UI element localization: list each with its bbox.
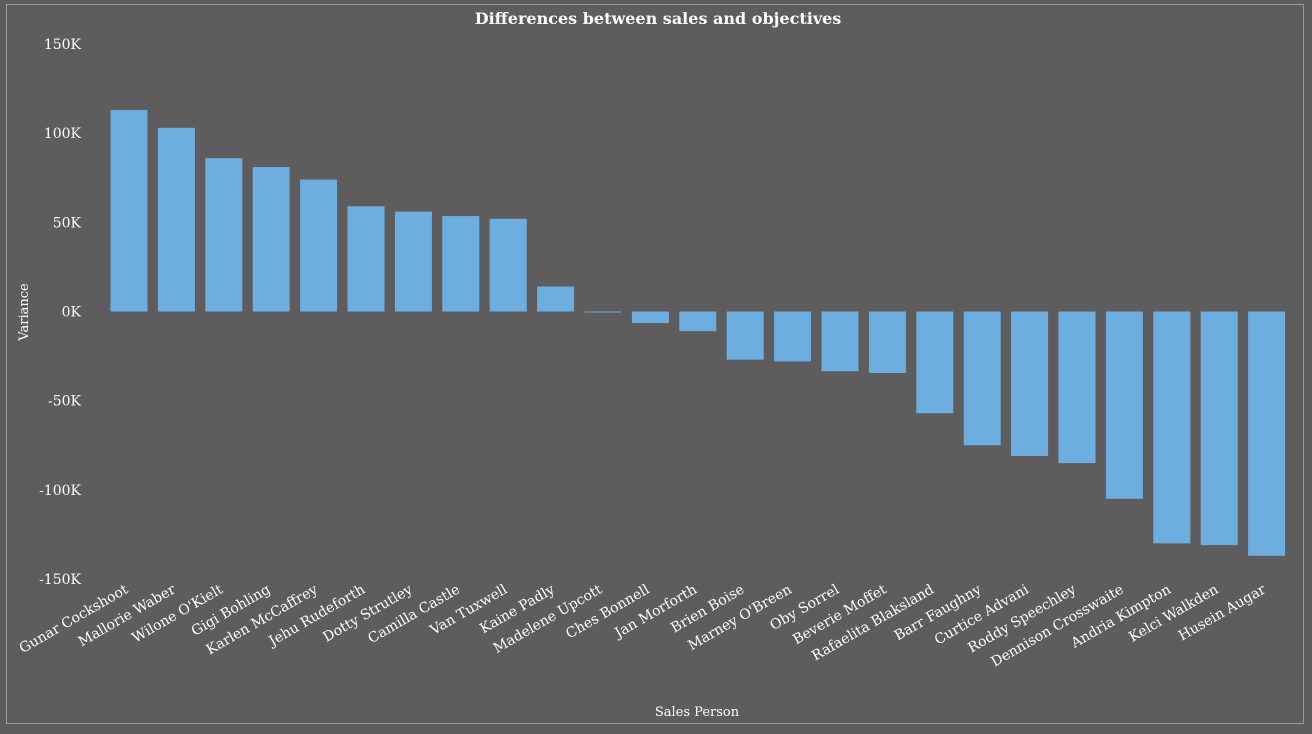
chart-frame: [6, 4, 1304, 724]
y-tick-label: 100K: [44, 126, 82, 142]
bar: [205, 158, 243, 312]
bar: [300, 179, 338, 312]
y-tick-label: 150K: [44, 37, 82, 53]
bar: [774, 311, 812, 362]
chart-title: Differences between sales and objectives: [475, 9, 842, 28]
bar: [537, 286, 575, 312]
y-tick-label: -100K: [39, 483, 81, 499]
bar: [110, 109, 148, 312]
bar: [679, 311, 717, 332]
bar: [631, 311, 669, 324]
bars-group: [110, 109, 1286, 556]
y-tick-label: -50K: [48, 394, 82, 410]
bar: [157, 127, 195, 312]
bar: [489, 218, 527, 312]
y-tick-label: -150K: [39, 572, 81, 588]
bar: [1011, 311, 1049, 456]
bar: [1058, 311, 1096, 464]
bar: [442, 216, 480, 312]
bar: [252, 167, 290, 312]
bar: [1153, 311, 1191, 544]
bar: [1200, 311, 1238, 546]
bar: [821, 311, 859, 372]
bar: [584, 311, 622, 313]
x-axis-label: Sales Person: [655, 705, 740, 720]
bar: [347, 206, 385, 312]
y-tick-label: 50K: [53, 215, 82, 231]
y-axis-ticks: 150K 100K 50K 0K -50K -100K -150K: [39, 37, 81, 588]
y-tick-label: 0K: [62, 305, 82, 321]
bar: [1248, 311, 1286, 556]
bar: [868, 311, 906, 374]
bar: [726, 311, 764, 360]
bar: [1105, 311, 1143, 499]
bar: [394, 211, 432, 312]
bar: [916, 311, 954, 414]
y-axis-label: Variance: [17, 283, 32, 342]
bar: [963, 311, 1001, 446]
